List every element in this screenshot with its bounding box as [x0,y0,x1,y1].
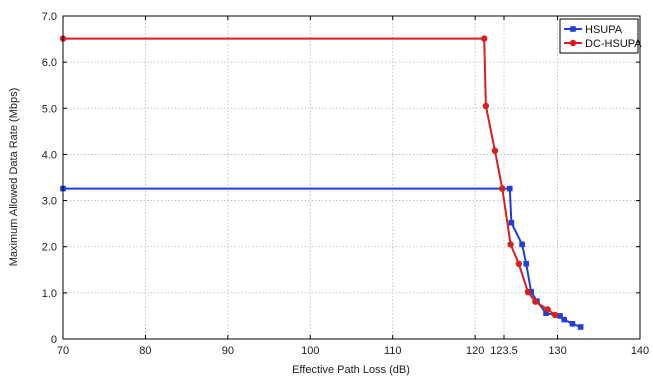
legend-label: DC-HSUPA [585,38,642,50]
data-point-hsupa [569,320,576,327]
y-tick-label: 4.0 [42,149,57,161]
legend-label: HSUPA [585,24,623,36]
data-point-hsupa [561,316,567,323]
data-point-dc-hsupa [515,260,523,267]
data-point-dc-hsupa [499,185,506,192]
legend-marker [570,26,576,32]
data-point-dc-hsupa [491,147,499,154]
y-tick-label: 1.0 [42,288,57,300]
plot-frame [62,15,641,340]
x-tick-label: 110 [384,345,402,357]
data-point-dc-hsupa [532,298,539,305]
data-point-hsupa [506,185,513,192]
series-layer [59,35,584,330]
x-tick-label: 100 [301,345,319,357]
y-tick-label: 7.0 [42,11,57,23]
x-tick-label: 140 [631,345,649,357]
data-point-dc-hsupa [544,306,551,313]
data-point-hsupa [519,241,525,248]
data-point-hsupa [543,310,549,316]
plot-area-background [63,16,640,339]
legend-marker [569,39,577,47]
data-point-dc-hsupa [507,241,514,248]
y-tick-label: 3.0 [42,196,57,208]
x-tick-label: 70 [57,345,69,357]
grid-lines [63,16,640,339]
data-point-hsupa [508,219,515,226]
data-point-hsupa [557,313,563,319]
legend-box [559,18,639,54]
x-tick-label: 90 [222,345,234,357]
legend: HSUPA DC-HSUPA [559,18,642,54]
x-tick-label: 80 [139,345,151,357]
x-axis-label: Effective Path Loss (dB) [292,364,410,376]
x-tick-label: 120 [466,345,484,357]
y-tick-label: 6.0 [42,57,57,69]
data-point-dc-hsupa [524,288,532,296]
data-point-hsupa [528,289,534,295]
y-tick-label: 5.0 [42,103,57,115]
y-tick-label: 2.0 [42,242,57,254]
data-point-hsupa [577,324,584,330]
legend-item-hsupa: HSUPA [564,24,623,36]
data-point-hsupa [523,260,530,267]
x-tick-label: 123.5 [490,345,518,357]
data-point-dc-hsupa [482,102,490,110]
series-dc-hsupa [59,35,559,319]
y-tick-label: 0 [51,334,57,346]
axis-ticks: 70 80 90 100 110 120 123.5 130 140 0 1.0 2.0 3.0 4.0 5… [42,11,649,357]
legend-item-dc-hsupa: DC-HSUPA [564,38,642,50]
data-point-dc-hsupa [551,311,559,319]
x-tick-label: 130 [548,345,566,357]
data-point-dc-hsupa [481,35,488,42]
y-axis-label: Maximum Allowed Data Rate (Mbps) [8,88,20,267]
